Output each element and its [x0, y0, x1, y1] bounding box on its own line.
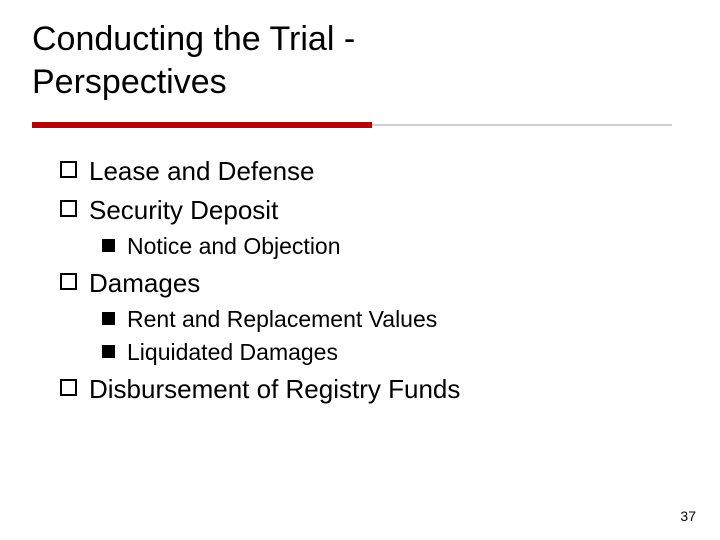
- filled-square-bullet-icon: [102, 239, 115, 252]
- sublist: Rent and Replacement Values Liquidated D…: [102, 305, 670, 367]
- slide-title: Conducting the Trial - Perspectives: [32, 18, 355, 103]
- list-subitem-label: Liquidated Damages: [127, 338, 338, 367]
- slide: { "slide": { "title_line1": "Conducting …: [0, 0, 720, 540]
- rule-red: [32, 122, 372, 128]
- filled-square-bullet-icon: [102, 345, 115, 358]
- content-area: Lease and Defense Security Deposit Notic…: [60, 155, 670, 411]
- hollow-square-bullet-icon: [60, 161, 77, 178]
- list-subitem-label: Notice and Objection: [127, 232, 341, 261]
- hollow-square-bullet-icon: [60, 273, 77, 290]
- title-rule: [32, 122, 672, 128]
- list-item: Damages: [60, 267, 670, 300]
- page-number: 37: [680, 508, 696, 524]
- list-subitem-label: Rent and Replacement Values: [127, 305, 437, 334]
- list-item-label: Damages: [89, 267, 200, 300]
- filled-square-bullet-icon: [102, 312, 115, 325]
- sublist: Notice and Objection: [102, 232, 670, 261]
- list-item-label: Security Deposit: [89, 194, 278, 227]
- hollow-square-bullet-icon: [60, 200, 77, 217]
- list-subitem: Liquidated Damages: [102, 338, 670, 367]
- list-item-label: Disbursement of Registry Funds: [89, 373, 460, 406]
- rule-gray: [372, 124, 672, 126]
- list-item: Lease and Defense: [60, 155, 670, 188]
- list-item-label: Lease and Defense: [89, 155, 315, 188]
- list-subitem: Rent and Replacement Values: [102, 305, 670, 334]
- title-line-1: Conducting the Trial -: [32, 18, 355, 61]
- list-subitem: Notice and Objection: [102, 232, 670, 261]
- list-item: Disbursement of Registry Funds: [60, 373, 670, 406]
- hollow-square-bullet-icon: [60, 379, 77, 396]
- list-item: Security Deposit: [60, 194, 670, 227]
- title-line-2: Perspectives: [32, 61, 355, 104]
